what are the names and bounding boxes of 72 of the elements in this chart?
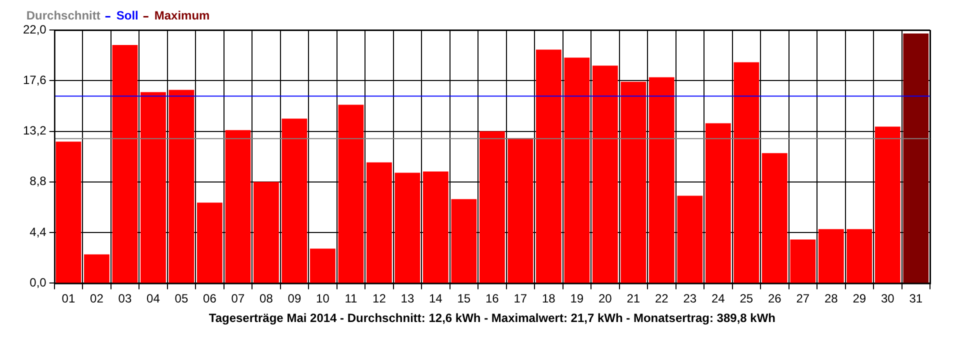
y-tick-label: 8,8 (30, 174, 47, 188)
x-tick-label: 21 (626, 292, 640, 306)
bar (677, 196, 703, 283)
x-tick-label: 12 (372, 292, 386, 306)
x-tick-label: 05 (174, 292, 188, 306)
bar (818, 229, 844, 283)
bar (282, 118, 308, 283)
bar (140, 92, 166, 283)
legend-label: Soll (116, 8, 138, 22)
x-tick-label: 04 (146, 292, 160, 306)
x-tick-label: 28 (824, 292, 838, 306)
x-tick-label: 18 (542, 292, 556, 306)
bar (56, 142, 82, 283)
x-tick-label: 22 (654, 292, 669, 306)
bar (366, 162, 392, 283)
bar (762, 153, 788, 283)
x-tick-label: 06 (203, 292, 217, 306)
bar (846, 229, 872, 283)
bar (394, 172, 420, 283)
bar (705, 123, 731, 283)
bar (310, 248, 336, 283)
y-tick-label: 13,2 (22, 124, 47, 138)
bar (734, 62, 760, 283)
bar (168, 90, 194, 283)
bar (451, 199, 477, 283)
bar (536, 50, 562, 283)
y-tick-label: 4,4 (30, 224, 47, 239)
x-tick-label: 31 (909, 292, 923, 306)
bar (253, 182, 279, 283)
bar (338, 104, 364, 283)
x-tick-label: 30 (880, 292, 895, 306)
x-tick-label: 13 (400, 292, 414, 306)
x-tick-label: 29 (852, 292, 866, 306)
x-tick-label: 09 (288, 292, 302, 306)
x-tick-label: 19 (570, 292, 584, 306)
x-tick-label: 20 (598, 292, 612, 306)
x-tick-label: 17 (514, 292, 528, 306)
bar (112, 44, 138, 283)
y-tick-label: 17,6 (22, 72, 47, 87)
x-tick-label: 10 (316, 292, 330, 306)
bar (197, 202, 222, 283)
bar (903, 33, 929, 283)
ref-line-label: Durchschnitt (26, 8, 100, 22)
bar (564, 58, 590, 283)
bar (790, 239, 816, 283)
x-tick-label: 08 (260, 292, 274, 306)
x-tick-label: 25 (740, 292, 754, 306)
bar (592, 66, 618, 283)
bar (225, 130, 251, 283)
x-axis-title: Tageserträge Mai 2014 - Durchschnitt: 12,6 kWh - Maximalwert: 21,7 kWh - Monatsertrag: 389,8 kWh (208, 311, 776, 326)
bar (422, 172, 448, 283)
x-tick-label: 07 (231, 292, 245, 306)
x-tick-label: 11 (344, 292, 358, 306)
x-tick-label: 14 (429, 292, 443, 306)
x-tick-label: 16 (486, 292, 500, 306)
x-tick-label: 24 (711, 292, 726, 306)
bar (648, 77, 674, 283)
x-tick-label: 27 (796, 292, 810, 306)
bar (84, 254, 110, 283)
x-tick-label: 02 (90, 292, 104, 306)
bar (508, 138, 534, 283)
x-tick-label: 15 (457, 292, 471, 306)
y-tick-label: 22,0 (22, 22, 47, 36)
y-tick-label: 0,0 (30, 276, 47, 290)
legend-label: Maximum (154, 8, 210, 22)
x-tick-label: 23 (683, 292, 697, 306)
bar (479, 131, 505, 283)
bar (874, 126, 900, 283)
bar (620, 82, 646, 283)
x-tick-label: 03 (118, 292, 132, 306)
x-tick-label: 01 (62, 292, 76, 306)
x-tick-label: 26 (768, 292, 782, 306)
